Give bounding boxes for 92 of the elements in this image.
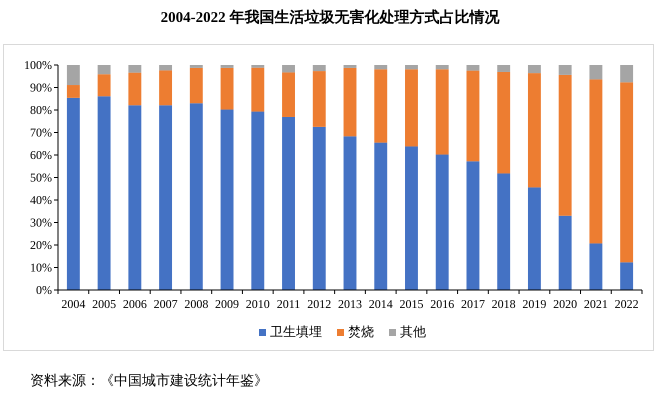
legend-label: 卫生填埋 bbox=[270, 324, 322, 339]
bar bbox=[436, 65, 449, 70]
bar bbox=[282, 65, 295, 72]
bar bbox=[190, 103, 203, 290]
x-tick-label: 2018 bbox=[492, 297, 516, 311]
bar bbox=[374, 65, 388, 70]
bar bbox=[159, 70, 172, 106]
bar bbox=[589, 79, 602, 244]
x-tick-label: 2015 bbox=[399, 297, 424, 311]
bar bbox=[312, 65, 326, 72]
x-tick-label: 2019 bbox=[522, 297, 546, 311]
y-tick-label: 30% bbox=[30, 216, 52, 230]
bar bbox=[620, 65, 634, 82]
x-tick-label: 2016 bbox=[430, 297, 454, 311]
bar bbox=[128, 72, 142, 106]
bar bbox=[98, 74, 111, 96]
bar bbox=[589, 243, 602, 290]
x-tick-label: 2007 bbox=[154, 297, 178, 311]
bar bbox=[159, 65, 172, 70]
bar bbox=[220, 68, 234, 110]
bar bbox=[66, 98, 80, 290]
bar bbox=[436, 154, 449, 290]
bar bbox=[312, 71, 326, 127]
y-tick-label: 0% bbox=[36, 283, 52, 297]
y-tick-label: 70% bbox=[30, 126, 52, 140]
x-tick-label: 2011 bbox=[276, 297, 300, 311]
bar bbox=[558, 216, 572, 290]
bar bbox=[620, 82, 634, 262]
bar bbox=[620, 262, 634, 290]
y-tick-label: 60% bbox=[30, 148, 52, 162]
bar bbox=[528, 65, 541, 74]
bar bbox=[251, 112, 264, 290]
bar bbox=[190, 68, 203, 104]
bar bbox=[128, 65, 142, 73]
x-tick-label: 2012 bbox=[307, 297, 332, 311]
bar bbox=[282, 72, 295, 117]
x-tick-label: 2021 bbox=[584, 297, 608, 311]
legend-label: 焚烧 bbox=[348, 324, 374, 339]
y-tick-label: 80% bbox=[30, 103, 52, 117]
bar bbox=[374, 142, 388, 290]
x-tick-label: 2008 bbox=[184, 297, 208, 311]
bar bbox=[374, 69, 388, 143]
y-tick-label: 50% bbox=[30, 170, 52, 184]
bar bbox=[220, 110, 234, 290]
y-tick-label: 20% bbox=[30, 238, 52, 252]
text: 资料来源：《中国城市建设统计年鉴》 bbox=[30, 373, 268, 389]
bar bbox=[312, 126, 326, 290]
bar bbox=[466, 70, 480, 162]
bar bbox=[251, 68, 264, 112]
x-tick-label: 2009 bbox=[215, 297, 240, 311]
bar bbox=[98, 65, 111, 74]
bar bbox=[558, 74, 572, 216]
bar bbox=[159, 105, 172, 290]
bar bbox=[190, 65, 203, 68]
bar bbox=[558, 65, 572, 75]
bar bbox=[528, 187, 541, 290]
bar bbox=[344, 65, 356, 68]
bar bbox=[66, 85, 80, 98]
bar bbox=[405, 69, 418, 146]
x-tick-label: 2004 bbox=[61, 297, 86, 311]
bar bbox=[497, 173, 510, 290]
bar bbox=[466, 65, 480, 71]
bar bbox=[251, 65, 264, 68]
bar bbox=[466, 161, 480, 290]
y-tick-label: 10% bbox=[30, 260, 52, 274]
bar bbox=[405, 65, 418, 70]
bar bbox=[436, 69, 449, 155]
bar bbox=[66, 65, 80, 86]
bar bbox=[128, 105, 142, 290]
x-tick-label: 2005 bbox=[92, 297, 116, 311]
y-tick-label: 100% bbox=[24, 58, 52, 72]
x-tick-label: 2013 bbox=[338, 297, 362, 311]
x-tick-label: 2022 bbox=[614, 297, 639, 311]
bar bbox=[589, 65, 602, 80]
x-tick-label: 2017 bbox=[460, 297, 485, 311]
bar bbox=[497, 65, 510, 72]
chart-title: 2004-2022 年我国生活垃圾无害化处理方式占比情况 bbox=[160, 8, 500, 26]
x-tick-label: 2010 bbox=[246, 297, 270, 311]
bar bbox=[497, 72, 510, 174]
bar bbox=[220, 65, 234, 68]
legend-label: 其他 bbox=[400, 324, 426, 339]
bar bbox=[344, 68, 356, 136]
y-tick-label: 90% bbox=[30, 80, 52, 94]
bar bbox=[344, 136, 356, 290]
x-tick-label: 2014 bbox=[368, 297, 393, 311]
bar bbox=[98, 96, 111, 290]
x-tick-label: 2020 bbox=[553, 297, 578, 311]
bar bbox=[282, 116, 295, 290]
y-tick-label: 40% bbox=[30, 193, 52, 207]
bar bbox=[405, 146, 418, 290]
bar bbox=[528, 73, 541, 188]
x-tick-label: 2006 bbox=[122, 297, 147, 311]
